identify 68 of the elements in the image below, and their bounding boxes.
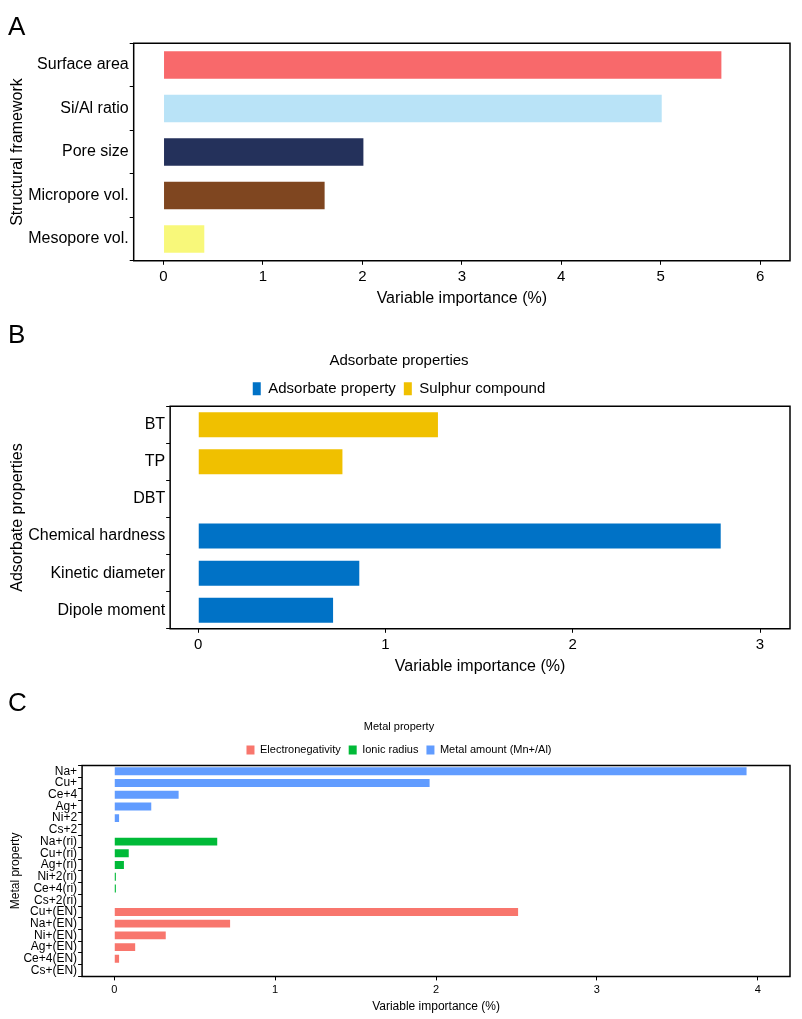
y-tick-label: Si/Al ratio [60,98,129,116]
x-tick-label: 2 [432,983,440,996]
x-tick-label: 3 [593,983,600,996]
chart-title: A [8,10,26,41]
x-tick-label: 2 [358,266,367,284]
legend-title: Metal property [363,719,435,732]
x-tick-label: 4 [754,983,761,996]
x-tick-label: 0 [194,634,203,652]
bar [114,814,120,823]
bar [114,919,231,928]
x-axis-title: Variable importance (%) [376,288,548,306]
bar [198,412,438,438]
bar [164,181,325,210]
bar [164,94,662,123]
chart-title: C [8,686,27,717]
y-tick-label: Cu+ [54,775,78,790]
bar [164,51,722,79]
x-axis-title: Variable importance (%) [394,656,566,674]
legend-label: Sulphur compound [419,378,546,396]
bar [114,861,124,869]
bar [198,523,721,549]
y-axis-title: Metal property [7,832,22,910]
y-axis-title: Structural framework [8,77,26,226]
y-tick-label: Kinetic diameter [50,563,166,581]
x-tick-label: 3 [755,634,765,652]
bar [114,790,179,799]
y-tick-label: Pore size [61,142,129,160]
bar [114,837,218,846]
x-tick-label: 2 [568,634,577,652]
x-tick-label: 0 [159,266,168,284]
bar [164,138,364,166]
bar [114,849,129,858]
bar [114,802,152,811]
bar [114,954,120,963]
y-tick-label: DBT [133,489,166,507]
y-tick-label: Na+ [54,763,78,778]
bar [114,779,430,787]
legend-label: Electronegativity [259,742,342,755]
bar [164,225,205,253]
y-tick-label: Dipole moment [57,600,166,618]
legend-label: Ionic radius [362,742,419,755]
x-tick-label: 4 [557,266,566,284]
legend-label: Metal amount (Mn+/Al) [439,742,552,755]
x-tick-label: 1 [381,634,390,652]
y-tick-label: Micropore vol. [28,185,129,203]
bar [198,560,360,586]
bar [114,907,519,916]
y-tick-label: BT [144,415,166,433]
y-tick-label: Chemical hardness [28,526,166,544]
y-axis-title: Adsorbate properties [8,443,26,592]
x-tick-label: 6 [756,266,765,284]
x-axis-title: Variable importance (%) [372,999,500,1014]
bar [114,767,747,776]
y-tick-label: Surface area [37,55,129,73]
legend-label: Adsorbate property [268,378,397,396]
x-tick-label: 1 [258,266,268,284]
bar [198,597,334,623]
y-tick-label: TP [144,452,166,470]
bar [114,943,136,952]
x-tick-label: 3 [457,266,467,284]
x-tick-label: 0 [111,983,118,996]
y-tick-label: Mesopore vol. [28,229,129,247]
x-tick-label: 5 [656,266,665,284]
bar [114,931,166,940]
chart-title: B [8,318,26,349]
legend-title: Adsorbate properties [329,350,469,368]
x-tick-label: 1 [272,983,279,996]
bar [198,449,343,475]
